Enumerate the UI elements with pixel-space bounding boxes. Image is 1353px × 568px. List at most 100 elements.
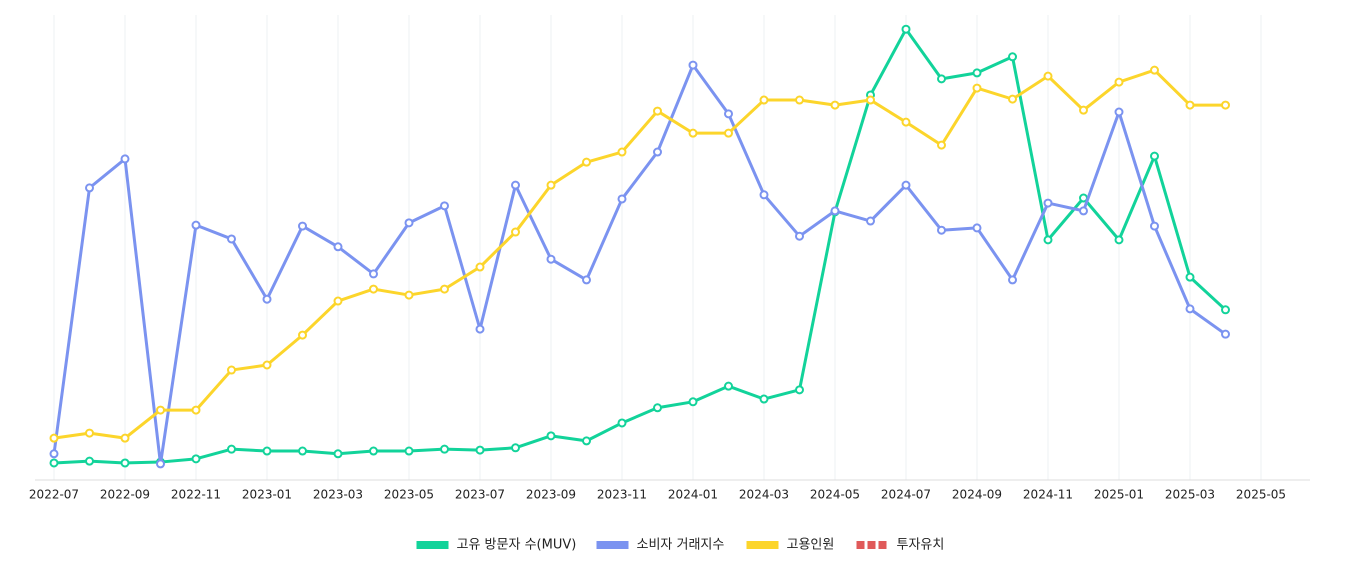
point: [617, 418, 627, 428]
x-tick-label: 2024-09: [952, 488, 1002, 502]
point: [120, 154, 130, 164]
point: [617, 194, 627, 204]
point: [582, 436, 591, 446]
point: [1114, 235, 1124, 245]
point: [795, 385, 804, 395]
point: [1079, 206, 1088, 216]
point: [475, 445, 485, 455]
point: [1008, 94, 1017, 104]
point: [85, 428, 94, 438]
point: [1150, 65, 1159, 75]
x-tick-label: 2022-09: [100, 488, 150, 502]
point: [440, 284, 449, 294]
point: [1114, 77, 1124, 87]
point: [475, 262, 485, 272]
point: [1150, 151, 1159, 161]
point: [49, 458, 59, 468]
x-tick-label: 2023-09: [526, 488, 576, 502]
point: [85, 183, 94, 193]
x-tick-label: 2024-05: [810, 488, 860, 502]
point: [653, 106, 662, 116]
point: [333, 449, 343, 459]
point: [49, 449, 59, 459]
point: [901, 180, 911, 190]
point: [653, 147, 662, 157]
point: [85, 456, 94, 466]
point: [369, 284, 378, 294]
point: [511, 180, 520, 190]
point: [1221, 305, 1230, 315]
point: [227, 365, 236, 375]
x-tick-label: 2023-07: [455, 488, 505, 502]
point: [1114, 107, 1124, 117]
point: [1043, 198, 1053, 208]
point: [333, 242, 343, 252]
point: [901, 24, 911, 34]
legend-label: 고용인원: [787, 538, 835, 553]
x-tick-label: 2022-11: [171, 488, 221, 502]
x-tick-label: 2025-05: [1236, 488, 1286, 502]
point: [1221, 329, 1230, 339]
point: [404, 446, 414, 456]
x-tick-label: 2025-03: [1165, 488, 1215, 502]
point: [546, 431, 556, 441]
legend-label: 고유 방문자 수(MUV): [457, 538, 577, 553]
point: [440, 201, 449, 211]
point: [1150, 221, 1159, 231]
point: [404, 290, 414, 300]
point: [191, 220, 201, 230]
point: [830, 100, 840, 110]
series-line: [52, 63, 1227, 466]
point: [759, 394, 769, 404]
point: [972, 83, 982, 93]
point: [724, 381, 733, 391]
point: [511, 227, 520, 237]
point: [617, 147, 627, 157]
series-line: [53, 27, 1227, 465]
point: [582, 157, 591, 167]
point: [333, 296, 343, 306]
point: [298, 221, 307, 231]
x-tick-label: 2025-01: [1094, 488, 1144, 502]
point: [830, 206, 840, 216]
point: [440, 444, 449, 454]
point: [227, 444, 236, 454]
point: [511, 443, 520, 453]
point: [546, 180, 556, 190]
point: [972, 223, 982, 233]
x-tick-label: 2024-01: [668, 488, 718, 502]
point: [1079, 105, 1088, 115]
x-tick-label: 2022-07: [29, 488, 79, 502]
x-tick-label: 2023-11: [597, 488, 647, 502]
point: [156, 459, 165, 469]
point: [262, 360, 272, 370]
point: [1043, 71, 1053, 81]
point: [1008, 275, 1017, 285]
point: [227, 234, 236, 244]
point: [653, 403, 662, 413]
point: [298, 330, 307, 340]
point: [724, 109, 733, 119]
x-tick-label: 2023-01: [242, 488, 292, 502]
point: [901, 117, 911, 127]
point: [49, 433, 59, 443]
point: [1221, 100, 1230, 110]
point: [582, 275, 591, 285]
point: [262, 294, 272, 304]
legend-label: 투자유치: [897, 538, 945, 553]
x-tick-label: 2024-03: [739, 488, 789, 502]
point: [191, 454, 201, 464]
x-tick-label: 2023-03: [313, 488, 363, 502]
point: [688, 128, 698, 138]
point: [120, 458, 130, 468]
point: [1185, 304, 1195, 314]
point: [972, 68, 982, 78]
point: [546, 254, 556, 264]
series-line: [53, 68, 1226, 440]
point: [795, 231, 804, 241]
point: [688, 60, 698, 70]
x-tick-label: 2023-05: [384, 488, 434, 502]
point: [688, 397, 698, 407]
point: [120, 433, 130, 443]
x-tick-label: 2024-11: [1023, 488, 1073, 502]
